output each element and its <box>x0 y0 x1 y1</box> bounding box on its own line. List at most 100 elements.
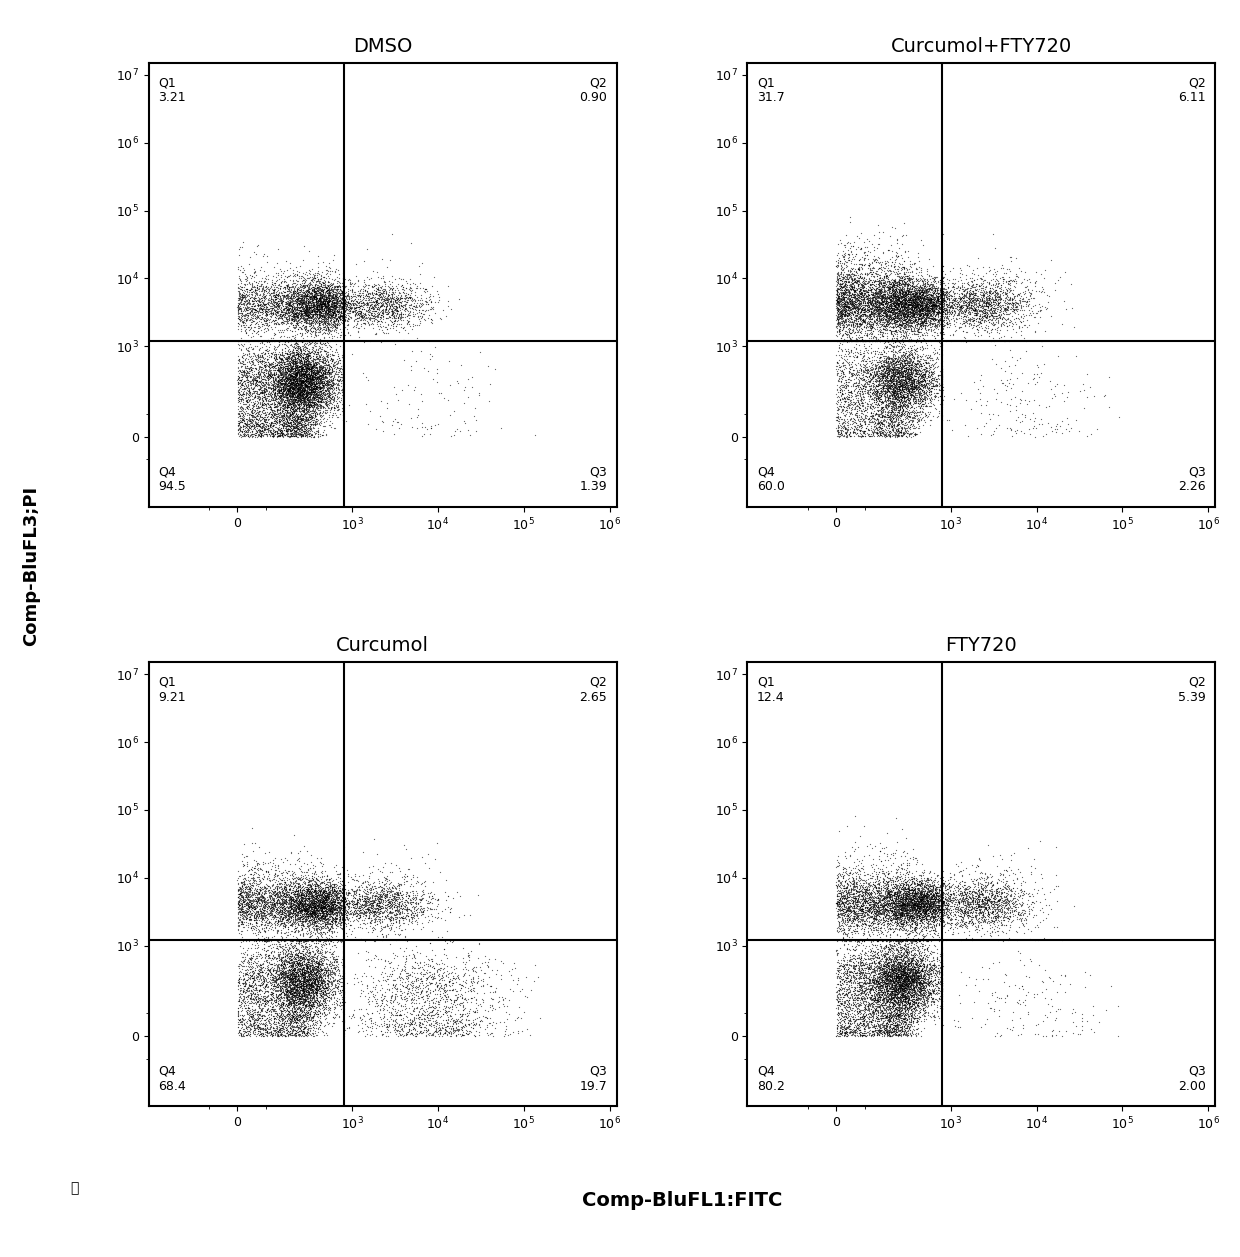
Point <box>940 890 960 910</box>
Point <box>879 292 899 312</box>
Point <box>309 913 329 933</box>
Point <box>329 914 348 934</box>
Point <box>335 910 355 930</box>
Point <box>244 288 264 308</box>
Point <box>843 298 863 318</box>
Point <box>862 349 882 370</box>
Point <box>873 372 893 392</box>
Point <box>867 950 887 970</box>
Point <box>841 882 861 903</box>
Point <box>838 283 858 303</box>
Point <box>305 884 325 904</box>
Point <box>846 305 866 326</box>
Point <box>246 360 265 380</box>
Point <box>882 886 901 906</box>
Point <box>295 963 315 983</box>
Point <box>291 996 311 1016</box>
Point <box>843 958 863 978</box>
Point <box>888 275 908 295</box>
Point <box>920 278 940 298</box>
Point <box>985 899 1004 919</box>
Point <box>910 957 930 977</box>
Point <box>299 867 319 887</box>
Point <box>872 1001 892 1021</box>
Point <box>289 295 309 316</box>
Point <box>965 908 985 928</box>
Point <box>334 309 353 329</box>
Point <box>283 984 303 1004</box>
Point <box>264 960 284 980</box>
Point <box>827 284 847 304</box>
Point <box>384 891 404 911</box>
Point <box>312 416 332 436</box>
Point <box>827 318 847 338</box>
Point <box>949 872 968 892</box>
Point <box>291 964 311 984</box>
Point <box>868 1021 888 1041</box>
Point <box>321 308 341 328</box>
Point <box>901 979 921 999</box>
Point <box>319 358 339 378</box>
Point <box>903 297 923 317</box>
Point <box>954 285 973 305</box>
Point <box>848 381 868 401</box>
Point <box>844 298 864 318</box>
Point <box>272 354 291 375</box>
Point <box>294 381 314 401</box>
Point <box>884 973 904 993</box>
Point <box>914 998 934 1018</box>
Point <box>836 984 856 1004</box>
Point <box>931 302 951 322</box>
Point <box>444 959 464 979</box>
Point <box>897 274 916 294</box>
Point <box>298 895 317 915</box>
Point <box>303 381 322 401</box>
Point <box>925 322 945 342</box>
Point <box>872 1001 892 1021</box>
Point <box>391 988 410 1008</box>
Point <box>856 889 875 909</box>
Point <box>296 972 316 992</box>
Point <box>308 388 327 409</box>
Point <box>386 988 405 1008</box>
Point <box>875 962 895 982</box>
Point <box>396 867 415 887</box>
Point <box>897 889 916 909</box>
Point <box>268 422 288 442</box>
Point <box>890 375 910 395</box>
Point <box>280 422 300 442</box>
Point <box>304 300 324 321</box>
Point <box>887 904 906 924</box>
Point <box>975 894 994 914</box>
Point <box>288 945 308 965</box>
Point <box>901 969 921 989</box>
Point <box>932 999 952 1019</box>
Point <box>828 293 848 313</box>
Point <box>895 901 915 921</box>
Point <box>921 925 941 945</box>
Point <box>883 969 903 989</box>
Point <box>381 897 401 918</box>
Point <box>280 930 300 950</box>
Point <box>866 892 885 913</box>
Point <box>913 978 932 998</box>
Point <box>268 402 288 422</box>
Point <box>880 970 900 991</box>
Point <box>320 886 340 906</box>
Point <box>835 885 854 905</box>
Point <box>1063 1003 1083 1023</box>
Point <box>867 297 887 317</box>
Point <box>899 959 919 979</box>
Point <box>308 1011 327 1031</box>
Point <box>877 331 897 351</box>
Point <box>831 919 851 939</box>
Point <box>283 362 303 382</box>
Point <box>885 366 905 386</box>
Point <box>867 283 887 303</box>
Point <box>968 908 988 928</box>
Point <box>925 295 945 316</box>
Point <box>280 987 300 1007</box>
Point <box>265 424 285 444</box>
Point <box>311 294 331 314</box>
Point <box>275 890 295 910</box>
